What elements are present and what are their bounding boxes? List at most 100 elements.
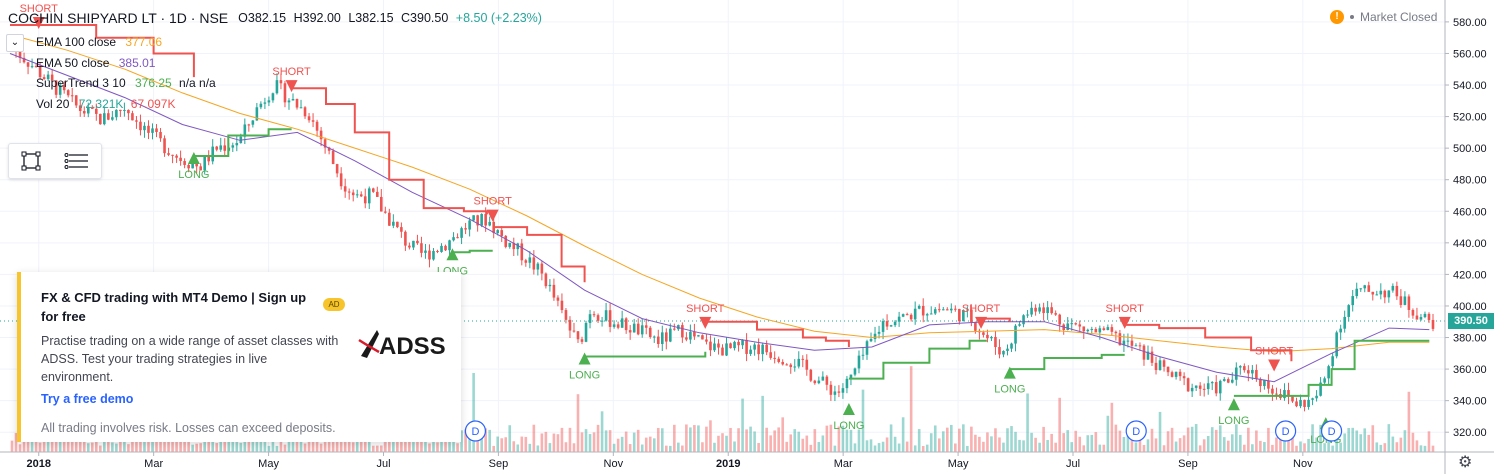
legend-value: 377.06 — [125, 35, 163, 49]
candle-body — [167, 153, 170, 155]
candle-body — [777, 358, 780, 362]
legend-row-volume[interactable]: Vol 20 72.321K 67.097K — [36, 94, 216, 115]
candle-body — [737, 341, 740, 346]
candle-body — [191, 163, 194, 169]
warning-icon: ! — [1330, 10, 1344, 24]
volume-bar — [705, 426, 708, 452]
candle-body — [556, 297, 560, 301]
list-icon[interactable] — [64, 150, 90, 172]
volume-bar — [1355, 430, 1359, 452]
volume-bar — [1327, 430, 1330, 452]
candle-body — [199, 166, 202, 171]
candle-body — [255, 107, 259, 121]
volume-bar — [127, 444, 130, 452]
candle-body — [70, 95, 74, 97]
ad-title[interactable]: FX & CFD trading with MT4 Demo | Sign up… — [41, 290, 307, 324]
volume-bar — [1331, 445, 1334, 452]
volume-bar — [1106, 415, 1110, 452]
volume-bar — [797, 431, 801, 452]
candle-body — [733, 341, 736, 349]
candle-body — [363, 196, 367, 204]
candle-body — [392, 221, 395, 226]
candle-body — [259, 103, 263, 108]
volume-bar — [745, 429, 748, 452]
volume-bar — [484, 428, 487, 452]
candle-body — [721, 347, 724, 356]
candle-body — [215, 146, 219, 150]
candle-body — [143, 125, 146, 131]
volume-bar — [139, 435, 142, 452]
volume-bar — [1343, 433, 1346, 452]
candle-body — [1142, 345, 1146, 360]
volume-bar — [556, 434, 560, 452]
volume-bar — [1194, 424, 1198, 452]
volume-bar — [805, 435, 809, 452]
candle-body — [327, 147, 331, 151]
volume-bar — [1170, 427, 1174, 452]
volume-bar — [311, 438, 315, 452]
volume-bar — [187, 440, 190, 452]
candle-body — [271, 93, 275, 101]
candle-body — [532, 257, 536, 270]
x-tick-label: Jul — [376, 458, 390, 470]
candle-body — [1182, 376, 1186, 379]
candle-body — [1054, 313, 1057, 315]
supertrend-segment — [1233, 339, 1430, 397]
candle-body — [42, 77, 46, 80]
candle-body — [877, 331, 881, 334]
candle-body — [323, 139, 327, 148]
dividend-marker — [1275, 420, 1297, 442]
volume-bar — [925, 444, 929, 452]
candle-body — [765, 344, 768, 353]
ad-badge: AD — [323, 298, 345, 311]
legend-row-ema100[interactable]: EMA 100 close 377.06 — [36, 32, 216, 53]
volume-bar — [99, 445, 102, 452]
volume-bar — [761, 395, 764, 452]
candle-body — [1038, 307, 1041, 312]
candle-body — [745, 339, 748, 354]
rectangle-icon[interactable] — [20, 150, 42, 172]
candle-body — [697, 335, 700, 337]
volume-bar — [600, 411, 604, 452]
ad-banner[interactable]: FX & CFD trading with MT4 Demo | Sign up… — [17, 272, 461, 442]
volume-bar — [1126, 433, 1130, 452]
y-tick-label: 540.00 — [1453, 80, 1487, 92]
volume-bar — [901, 417, 905, 452]
volume-bar — [1235, 424, 1238, 452]
candle-body — [1403, 296, 1407, 305]
candle-body — [388, 212, 391, 226]
chart-header: COCHIN SHIPYARD LT · 1D · NSE O382.15 H3… — [8, 8, 546, 28]
candle-body — [652, 336, 656, 338]
gear-icon[interactable]: ⚙ — [1458, 454, 1473, 471]
symbol-title[interactable]: COCHIN SHIPYARD LT · 1D · NSE — [8, 10, 229, 26]
ad-link[interactable]: Try a free demo — [41, 392, 134, 406]
volume-bar — [620, 436, 624, 452]
candle-body — [584, 322, 588, 342]
candle-body — [1066, 323, 1070, 330]
candle-body — [95, 108, 98, 114]
candle-body — [412, 240, 415, 248]
candle-body — [18, 50, 22, 58]
legend-row-ema50[interactable]: EMA 50 close 385.01 — [36, 53, 216, 74]
volume-bar — [291, 440, 295, 452]
candle-body — [1339, 328, 1342, 333]
dividend-marker — [464, 420, 487, 442]
candle-body — [660, 332, 664, 344]
chevron-down-icon[interactable]: ⌄ — [6, 34, 24, 52]
volume-bar — [207, 440, 210, 452]
candle-body — [753, 344, 756, 350]
volume-bar — [1251, 444, 1254, 452]
candle-body — [901, 314, 905, 317]
market-status[interactable]: ! Market Closed — [1330, 10, 1437, 24]
candle-body — [693, 331, 696, 337]
candle-body — [1098, 328, 1102, 333]
candle-body — [701, 335, 704, 340]
candle-body — [231, 145, 235, 148]
legend-row-supertrend[interactable]: SuperTrend 3 10 376.25 n/a n/a — [36, 73, 216, 94]
indicator-legend: EMA 100 close 377.06 EMA 50 close 385.01… — [36, 32, 216, 114]
volume-bar — [444, 433, 447, 452]
volume-bar — [215, 443, 219, 452]
candle-body — [1419, 317, 1423, 320]
x-tick-label: Nov — [604, 458, 624, 470]
candle-body — [416, 240, 419, 244]
